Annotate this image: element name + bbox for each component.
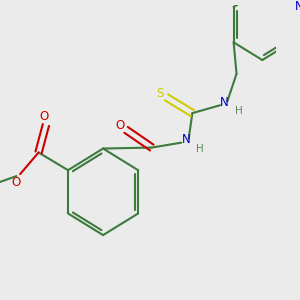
Text: N: N (182, 133, 190, 146)
Text: H: H (235, 106, 242, 116)
Text: H: H (196, 143, 204, 154)
Text: S: S (157, 87, 164, 100)
Text: O: O (40, 110, 49, 123)
Text: N: N (295, 0, 300, 14)
Text: O: O (11, 176, 20, 190)
Text: O: O (115, 119, 124, 132)
Text: N: N (220, 96, 229, 109)
